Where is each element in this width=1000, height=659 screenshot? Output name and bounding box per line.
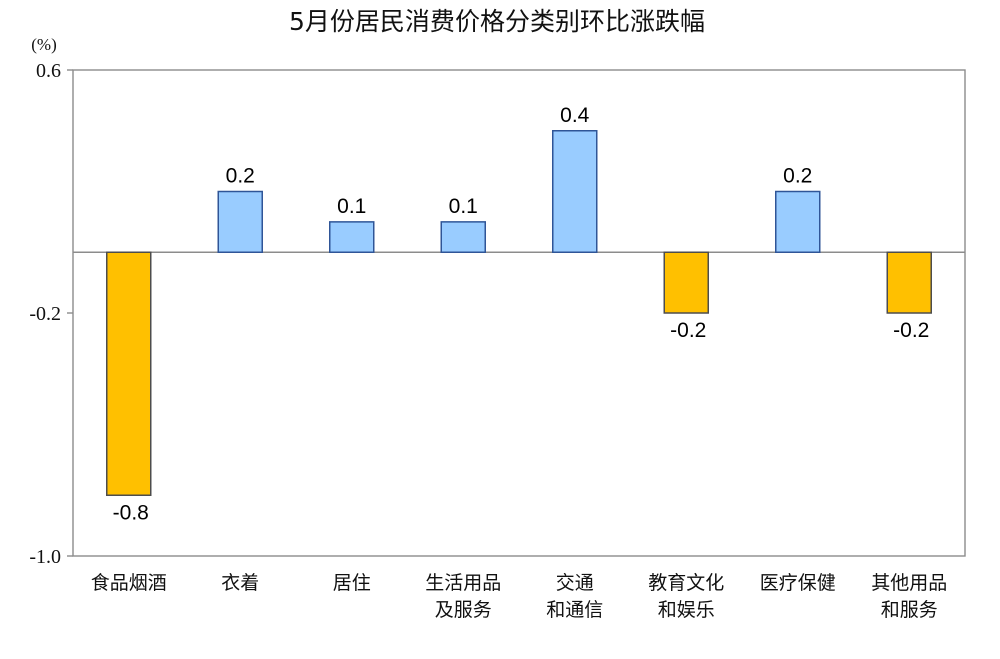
x-tick-label: 教育文化 — [648, 572, 724, 594]
bar — [217, 190, 263, 253]
bar — [552, 130, 598, 253]
bar — [440, 221, 486, 253]
x-tick-label: 和娱乐 — [658, 599, 715, 621]
data-label: 0.1 — [449, 195, 478, 218]
plot-area — [72, 69, 966, 557]
x-tick-label: 医疗保健 — [760, 572, 836, 594]
data-label: -0.2 — [670, 319, 706, 342]
data-label: 0.2 — [226, 165, 255, 188]
plot-border — [72, 69, 966, 557]
x-tick-label: 及服务 — [435, 599, 492, 621]
bar — [886, 251, 932, 314]
y-axis: 0.6 -0.2 -1.0 — [29, 60, 73, 568]
data-label: -0.8 — [113, 501, 149, 524]
x-tick-label: 和服务 — [881, 599, 938, 621]
y-tick-label: 0.6 — [36, 60, 61, 82]
data-label: 0.2 — [783, 165, 812, 188]
y-axis-unit-label: (%) — [31, 35, 56, 54]
x-tick-label: 交通 — [556, 572, 594, 594]
data-label: -0.2 — [893, 319, 929, 342]
x-tick-label: 其他用品 — [871, 572, 947, 594]
x-tick-label: 生活用品 — [425, 572, 501, 594]
y-tick-label: -0.2 — [29, 303, 61, 325]
x-tick-label: 居住 — [333, 572, 371, 594]
data-label: 0.1 — [337, 195, 366, 218]
bars-group — [106, 130, 932, 496]
y-tick-label: -1.0 — [29, 546, 61, 568]
bar — [775, 190, 821, 253]
chart-title: 5月份居民消费价格分类别环比涨跌幅 — [289, 7, 705, 36]
data-labels-group: -0.8 0.2 0.1 0.1 0.4 -0.2 0.2 -0.2 — [113, 104, 930, 525]
bar — [329, 221, 375, 253]
x-tick-label: 食品烟酒 — [91, 572, 167, 594]
data-label: 0.4 — [560, 104, 590, 127]
x-tick-label: 衣着 — [221, 572, 259, 594]
bar — [106, 251, 152, 496]
x-tick-label: 和通信 — [546, 599, 603, 621]
bar — [663, 251, 709, 314]
